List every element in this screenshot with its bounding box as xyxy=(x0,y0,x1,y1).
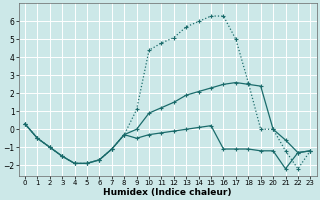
X-axis label: Humidex (Indice chaleur): Humidex (Indice chaleur) xyxy=(103,188,232,197)
